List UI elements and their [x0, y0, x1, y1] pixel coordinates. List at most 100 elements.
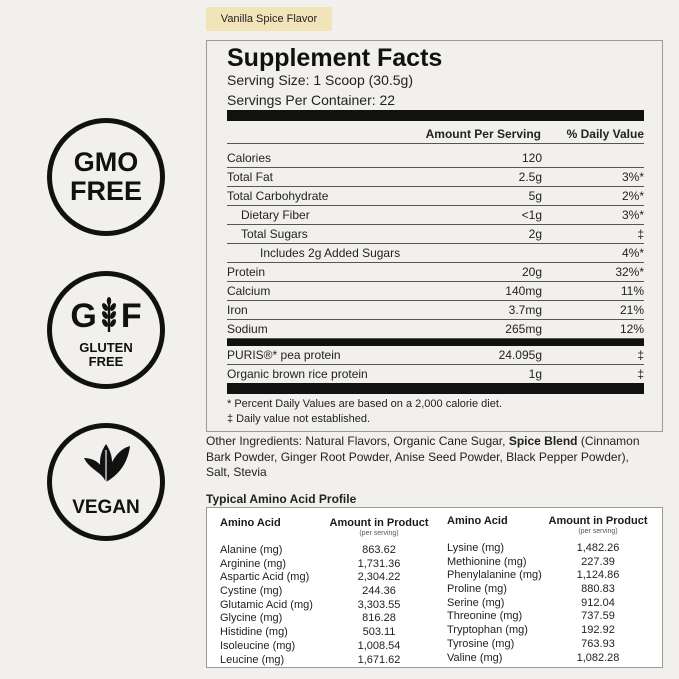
amino-row: Glycine (mg) 816.28	[220, 612, 432, 626]
amino-value: 816.28	[362, 612, 396, 625]
ingredients-text: Other Ingredients: Natural Flavors, Orga…	[206, 434, 509, 448]
amount-header: Amount Per Serving	[425, 127, 541, 141]
servings-per-container: Servings Per Container: 22	[227, 92, 396, 108]
amino-row: Glutamic Acid (mg) 3,303.55	[220, 599, 432, 613]
supplement-facts-panel: Supplement Facts Serving Size: 1 Scoop (…	[206, 40, 663, 432]
serving-size: Serving Size: 1 Scoop (30.5g)	[227, 72, 413, 88]
nutrient-dv: ‡	[637, 367, 644, 381]
amino-row: Tryptophan (mg) 192.92	[447, 624, 659, 638]
amino-value: 863.62	[362, 544, 396, 556]
facts-row: Includes 2g Added Sugars 4%*	[227, 244, 644, 263]
amino-row: Valine (mg) 1,082.28	[447, 652, 659, 666]
nutrient-name: Includes 2g Added Sugars	[260, 246, 401, 260]
amino-name: Glutamic Acid (mg)	[220, 598, 313, 611]
spice-blend-label: Spice Blend	[508, 434, 578, 448]
nutrient-amount: 1g	[528, 367, 542, 381]
amino-value: 3,303.55	[357, 598, 401, 611]
gluten-free-text: FREE	[88, 353, 124, 369]
amino-row: Isoleucine (mg) 1,008.54	[220, 640, 432, 654]
flavor-tag: Vanilla Spice Flavor	[206, 7, 332, 31]
amino-value: 1,124.86	[576, 569, 620, 582]
nutrient-amount: 120	[521, 151, 542, 165]
nutrient-name: Dietary Fiber	[241, 208, 310, 222]
amino-col-sub: (per serving)	[359, 530, 399, 537]
nutrient-dv: ‡	[637, 348, 644, 362]
amino-header: Amino Acid Amount in Product (per servin…	[447, 512, 659, 542]
facts-row: Total Fat 2.5g 3%*	[227, 168, 644, 187]
amino-row: Aspartic Acid (mg) 2,304.22	[220, 571, 432, 585]
free-text: FREE	[69, 176, 142, 206]
nutrient-amount: <1g	[521, 208, 542, 222]
nutrient-name: Sodium	[227, 322, 268, 336]
ingredients-text-rest: (Cinnamon Bark Powder, Ginger Root Powde…	[206, 434, 640, 480]
amino-value: 192.92	[581, 624, 615, 637]
facts-row: Iron 3.7mg 21%	[227, 301, 644, 320]
amino-name: Tyrosine (mg)	[447, 637, 515, 650]
amino-row: Alanine (mg) 863.62	[220, 544, 432, 558]
amino-header: Amino Acid Amount in Product (per servin…	[220, 514, 432, 544]
amino-name: Cystine (mg)	[220, 585, 283, 598]
amino-name: Methionine (mg)	[447, 555, 527, 568]
amino-value: 1,082.28	[576, 651, 620, 664]
nutrient-dv: 3%*	[621, 208, 644, 222]
amino-col-name: Amino Acid	[220, 517, 281, 529]
amino-value: 763.93	[581, 637, 615, 650]
nutrient-name: PURIS®* pea protein	[227, 348, 341, 362]
amino-name: Aspartic Acid (mg)	[220, 571, 310, 584]
amino-row: Arginine (mg) 1,731.36	[220, 558, 432, 572]
gf-letter-g: G	[70, 296, 97, 335]
nutrient-dv: ‡	[637, 227, 644, 241]
facts-row: Organic brown rice protein 1g ‡	[227, 365, 644, 384]
amino-value: 1,482.26	[576, 542, 620, 554]
thick-divider	[227, 110, 644, 121]
amino-row: Leucine (mg) 1,671.62	[220, 654, 432, 668]
amino-row: Methionine (mg) 227.39	[447, 556, 659, 570]
amino-value: 2,304.22	[357, 571, 401, 584]
facts-row: Total Sugars 2g ‡	[227, 225, 644, 244]
facts-row: Sodium 265mg 12%	[227, 320, 644, 339]
nutrient-name: Calories	[227, 151, 272, 165]
nutrient-amount: 3.7mg	[508, 303, 542, 317]
amino-title: Typical Amino Acid Profile	[206, 492, 357, 506]
amino-name: Arginine (mg)	[220, 557, 287, 570]
nutrient-dv: 2%*	[621, 189, 644, 203]
wheat-icon	[99, 296, 119, 337]
thick-divider	[227, 339, 644, 346]
gmo-text: GMO	[73, 147, 139, 177]
amino-name: Tryptophan (mg)	[447, 624, 528, 637]
amino-name: Serine (mg)	[447, 596, 505, 609]
amino-column-right: Amino Acid Amount in Product (per servin…	[447, 512, 659, 665]
amino-value: 1,008.54	[357, 639, 401, 652]
nutrient-amount: 2.5g	[518, 170, 542, 184]
nutrient-name: Organic brown rice protein	[227, 367, 368, 381]
leaf-icon	[80, 442, 132, 489]
nutrient-amount: 2g	[528, 227, 542, 241]
amino-name: Phenylalanine (mg)	[447, 569, 542, 582]
amino-row: Tyrosine (mg) 763.93	[447, 638, 659, 652]
amino-value: 1,671.62	[357, 653, 401, 666]
facts-row: Total Carbohydrate 5g 2%*	[227, 187, 644, 206]
nutrient-name: Calcium	[227, 284, 271, 298]
amino-name: Glycine (mg)	[220, 612, 283, 625]
amino-row: Phenylalanine (mg) 1,124.86	[447, 569, 659, 583]
gluten-text: GLUTEN	[79, 339, 133, 355]
amino-column-left: Amino Acid Amount in Product (per servin…	[220, 514, 432, 667]
gmo-free-badge: GMO FREE	[47, 118, 165, 236]
facts-title: Supplement Facts	[227, 44, 443, 72]
amino-value: 880.83	[581, 583, 615, 596]
nutrient-amount: 265mg	[505, 322, 542, 336]
nutrient-dv: 3%*	[621, 170, 644, 184]
facts-row: Calcium 140mg 11%	[227, 282, 644, 301]
amino-row: Serine (mg) 912.04	[447, 597, 659, 611]
amino-col-name: Amino Acid	[447, 515, 508, 527]
nutrient-name: Total Carbohydrate	[227, 189, 329, 203]
footnote-not-established: ‡ Daily value not established.	[227, 413, 371, 425]
footnote-dv: * Percent Daily Values are based on a 2,…	[227, 398, 502, 410]
nutrient-dv: 32%*	[615, 265, 644, 279]
facts-row: PURIS®* pea protein 24.095g ‡	[227, 346, 644, 365]
amino-value: 912.04	[581, 596, 615, 609]
amino-acid-table: Amino Acid Amount in Product (per servin…	[206, 507, 663, 668]
dv-header: % Daily Value	[566, 127, 644, 141]
thick-divider	[227, 383, 644, 394]
gluten-free-badge: G F GLUTEN FREE	[47, 271, 165, 389]
